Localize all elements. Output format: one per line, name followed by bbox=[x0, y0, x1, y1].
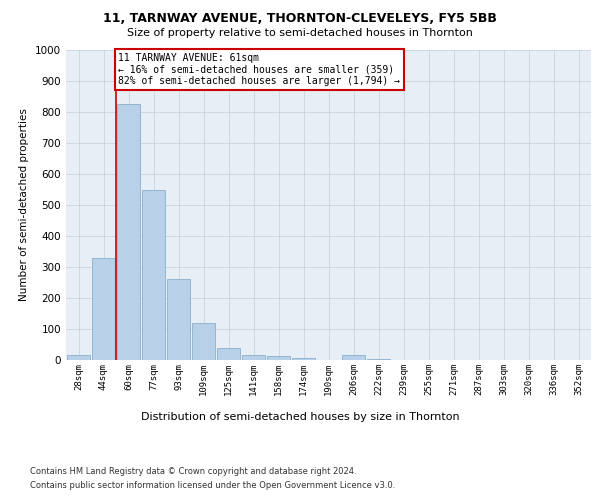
Bar bbox=[342, 356, 365, 360]
Text: Distribution of semi-detached houses by size in Thornton: Distribution of semi-detached houses by … bbox=[140, 412, 460, 422]
Bar bbox=[167, 280, 190, 360]
Bar bbox=[217, 348, 240, 360]
Bar bbox=[142, 190, 165, 360]
Bar bbox=[67, 356, 90, 360]
Text: Contains HM Land Registry data © Crown copyright and database right 2024.: Contains HM Land Registry data © Crown c… bbox=[30, 468, 356, 476]
Bar bbox=[192, 323, 215, 360]
Bar bbox=[117, 104, 140, 360]
Bar bbox=[267, 356, 290, 360]
Y-axis label: Number of semi-detached properties: Number of semi-detached properties bbox=[19, 108, 29, 302]
Bar bbox=[292, 358, 315, 360]
Bar bbox=[92, 258, 115, 360]
Text: Contains public sector information licensed under the Open Government Licence v3: Contains public sector information licen… bbox=[30, 481, 395, 490]
Text: Size of property relative to semi-detached houses in Thornton: Size of property relative to semi-detach… bbox=[127, 28, 473, 38]
Bar bbox=[242, 356, 265, 360]
Text: 11 TARNWAY AVENUE: 61sqm
← 16% of semi-detached houses are smaller (359)
82% of : 11 TARNWAY AVENUE: 61sqm ← 16% of semi-d… bbox=[119, 53, 401, 86]
Text: 11, TARNWAY AVENUE, THORNTON-CLEVELEYS, FY5 5BB: 11, TARNWAY AVENUE, THORNTON-CLEVELEYS, … bbox=[103, 12, 497, 26]
